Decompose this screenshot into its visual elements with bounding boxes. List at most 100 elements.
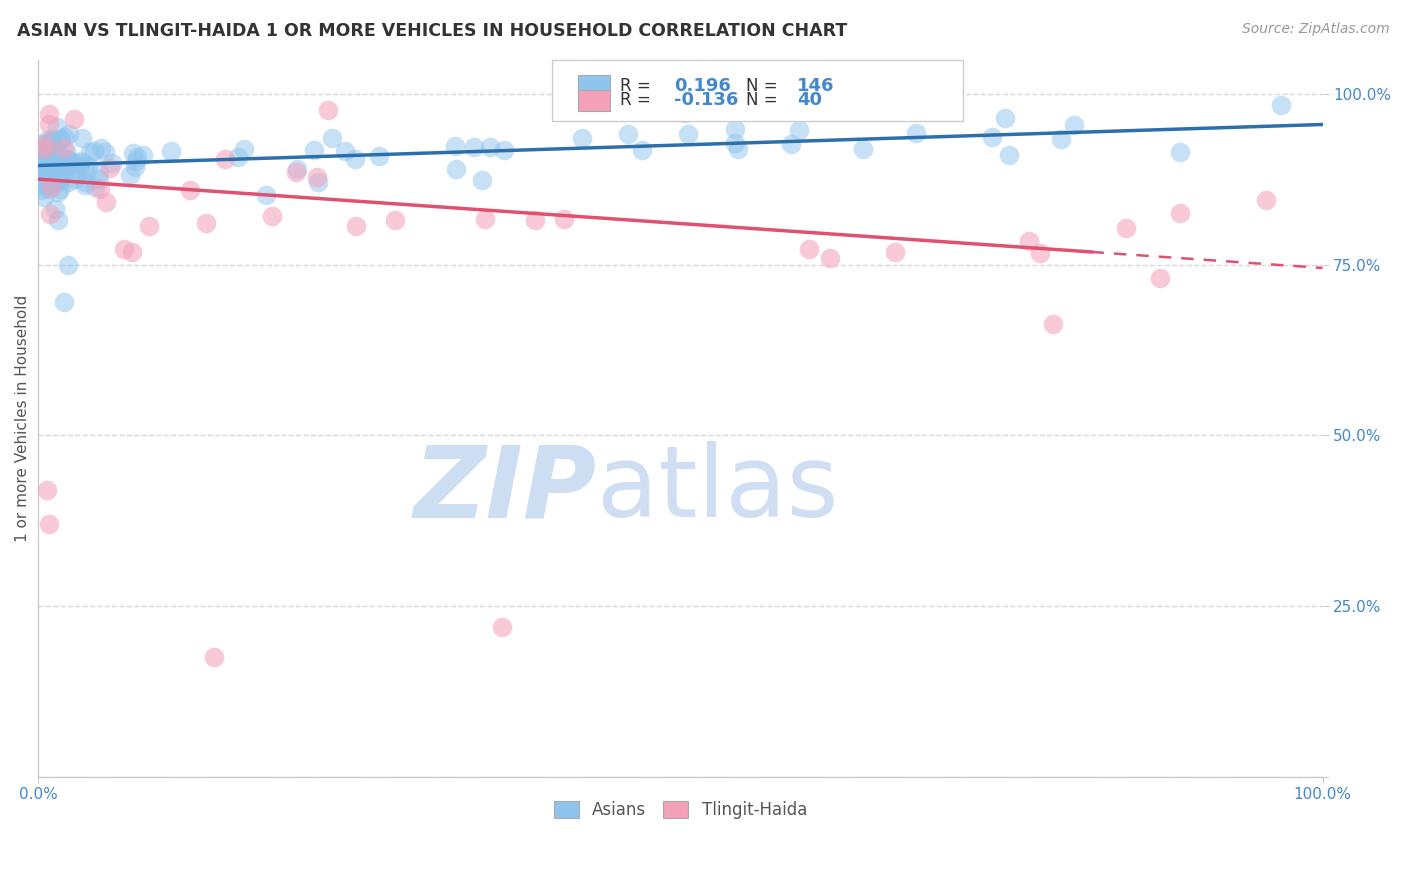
Point [37, 157, 59, 171]
Point [45, 168, 67, 182]
Point [118, 169, 141, 183]
Point [1149, 271, 1171, 285]
Point [1063, 118, 1085, 132]
Point [35, 483, 58, 497]
Point [32, 179, 55, 194]
Point [39, 162, 62, 177]
Point [304, 144, 326, 158]
Text: 0.196: 0.196 [673, 77, 731, 95]
Point [65, 172, 87, 186]
Point [444, 139, 467, 153]
Point [70, 154, 93, 169]
Point [38, 182, 60, 196]
Point [233, 142, 256, 156]
Point [39, 207, 62, 221]
Point [34, 190, 56, 204]
Point [45, 161, 67, 176]
Point [779, 137, 801, 152]
Point [285, 161, 308, 176]
Point [76, 166, 98, 180]
Point [124, 160, 146, 174]
Point [46, 185, 69, 199]
Point [49, 163, 72, 178]
Point [471, 173, 494, 187]
Point [727, 142, 749, 156]
Point [37, 168, 59, 182]
Point [53, 163, 76, 178]
Point [316, 103, 339, 117]
Point [463, 140, 485, 154]
Point [321, 131, 343, 145]
Point [884, 244, 907, 259]
Point [787, 123, 810, 137]
Point [1115, 221, 1137, 235]
Text: 40: 40 [797, 92, 823, 110]
Point [39, 134, 62, 148]
Point [35, 161, 58, 176]
Y-axis label: 1 or more Vehicles in Household: 1 or more Vehicles in Household [15, 294, 30, 541]
Point [42, 161, 65, 175]
Point [1168, 206, 1191, 220]
Point [83, 180, 105, 194]
Point [553, 211, 575, 226]
Point [46, 159, 69, 173]
Point [58, 127, 80, 141]
Point [90, 141, 112, 155]
Point [131, 147, 153, 161]
Point [34, 156, 56, 170]
Point [34, 136, 56, 151]
Point [492, 143, 515, 157]
Text: Source: ZipAtlas.com: Source: ZipAtlas.com [1241, 22, 1389, 37]
FancyBboxPatch shape [578, 90, 610, 112]
Point [31, 159, 53, 173]
Point [48, 175, 70, 189]
Point [676, 127, 699, 141]
Point [41, 167, 63, 181]
Point [41, 135, 63, 149]
Text: R =: R = [620, 77, 657, 95]
Point [49, 132, 72, 146]
Point [48, 164, 70, 178]
Point [52, 295, 75, 310]
Point [39, 177, 62, 191]
Point [46, 213, 69, 227]
Point [32, 136, 55, 151]
Point [56, 161, 79, 176]
Point [994, 111, 1017, 125]
Point [335, 144, 357, 158]
Point [305, 169, 328, 184]
Point [630, 143, 652, 157]
Point [44, 202, 66, 216]
Point [1050, 132, 1073, 146]
Point [34, 161, 56, 175]
Point [905, 126, 928, 140]
Text: R =: R = [620, 92, 657, 110]
Point [39, 158, 62, 172]
Point [45, 148, 67, 162]
Point [724, 122, 747, 136]
Point [73, 178, 96, 193]
Point [127, 150, 149, 164]
Point [89, 182, 111, 196]
Point [214, 153, 236, 167]
Point [262, 209, 284, 223]
Point [53, 151, 76, 165]
Point [724, 136, 747, 151]
Point [343, 152, 366, 166]
Point [73, 175, 96, 189]
Point [30, 153, 52, 168]
Point [1018, 234, 1040, 248]
Point [98, 161, 121, 175]
Point [56, 153, 79, 168]
Point [49, 182, 72, 196]
Point [1042, 318, 1064, 332]
Point [37, 156, 59, 170]
Point [474, 212, 496, 227]
Text: N =: N = [747, 77, 783, 95]
Point [998, 148, 1021, 162]
Point [38, 117, 60, 131]
Point [51, 154, 73, 169]
Point [37, 153, 59, 168]
Point [101, 156, 124, 170]
Point [56, 175, 79, 189]
